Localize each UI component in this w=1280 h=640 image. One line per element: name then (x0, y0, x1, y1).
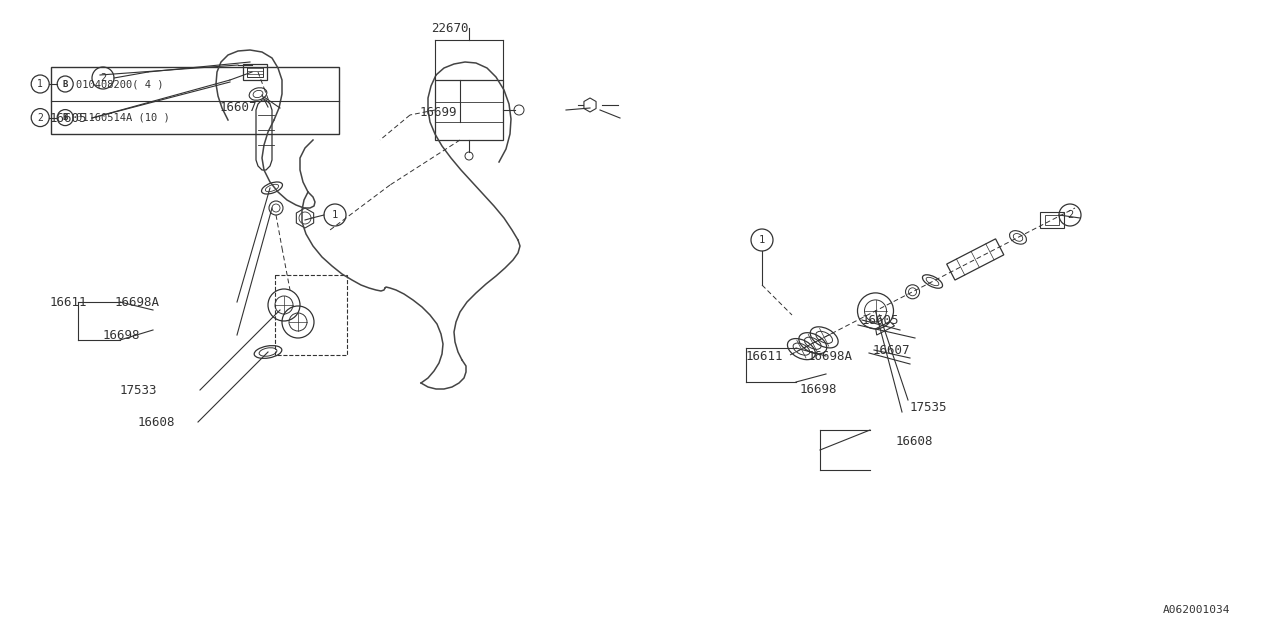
Text: 16698A: 16698A (115, 296, 160, 308)
Text: B: B (63, 79, 68, 88)
Text: 1: 1 (759, 235, 765, 245)
Text: B: B (63, 113, 68, 122)
Text: 16608: 16608 (138, 415, 175, 429)
Text: 16607: 16607 (873, 344, 910, 356)
Bar (1041, 212, 1064, 228)
Text: 16611: 16611 (746, 349, 783, 362)
Text: 16608: 16608 (896, 435, 933, 447)
Text: 1: 1 (332, 210, 338, 220)
Text: 16698A: 16698A (808, 349, 852, 362)
Bar (1046, 215, 1060, 225)
Text: 16611: 16611 (50, 296, 87, 308)
Text: 16605: 16605 (861, 314, 900, 326)
Text: 2: 2 (100, 73, 106, 83)
Text: 010408200( 4 ): 010408200( 4 ) (77, 79, 164, 89)
Bar (51, 67, 339, 134)
Text: 16607: 16607 (220, 100, 257, 113)
Text: 22670: 22670 (431, 22, 468, 35)
Text: 16698: 16698 (102, 328, 141, 342)
Text: 16699: 16699 (420, 106, 457, 118)
Text: 2: 2 (37, 113, 44, 123)
Bar (243, 64, 268, 80)
Text: 1: 1 (37, 79, 44, 89)
Text: A062001034: A062001034 (1162, 605, 1230, 615)
Text: 2: 2 (1066, 210, 1073, 220)
Text: 17533: 17533 (120, 383, 157, 397)
Text: 01160514A (10 ): 01160514A (10 ) (77, 113, 170, 123)
Bar (247, 67, 262, 77)
Bar (275, 275, 347, 355)
Text: 17535: 17535 (910, 401, 947, 413)
Text: 16698: 16698 (800, 383, 837, 396)
Text: 16605: 16605 (50, 111, 87, 125)
Bar (435, 80, 503, 140)
